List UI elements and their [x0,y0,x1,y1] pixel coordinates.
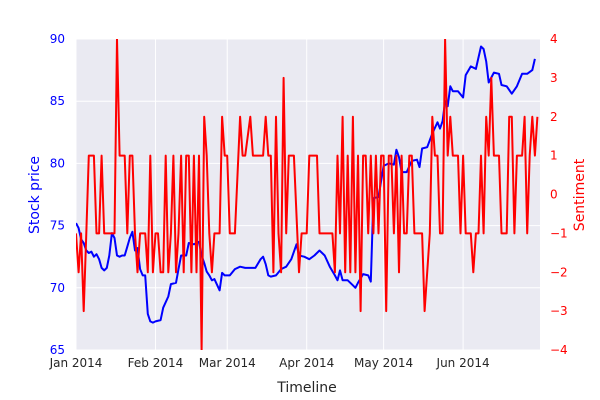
stock-price-line [76,45,536,324]
right-tick-label: −2 [550,265,568,279]
right-tick-label: 4 [550,32,558,46]
right-tick-label: −1 [550,226,568,240]
left-tick-label: 85 [50,94,65,108]
x-tick-label: Apr 2014 [279,356,334,370]
right-tick-label: 1 [550,149,558,163]
x-tick-label: Jan 2014 [49,356,103,370]
x-tick-label: Feb 2014 [128,356,184,370]
x-tick-label: Mar 2014 [199,356,256,370]
left-tick-label: 90 [50,32,65,46]
stock-price-series [76,45,536,324]
x-tick-label: May 2014 [354,356,413,370]
sentiment-series [76,39,539,350]
x-tick-labels: Jan 2014 Feb 2014 Mar 2014 Apr 2014 May 2014… [49,356,490,370]
left-tick-label: 70 [50,281,65,295]
right-tick-label: −3 [550,304,568,318]
left-tick-labels: 65 70 75 80 85 90 [50,32,65,357]
right-tick-label: 2 [550,110,558,124]
right-tick-labels: −4 −3 −2 −1 0 1 2 3 4 [550,32,568,357]
x-tick-label: Jun 2014 [436,356,490,370]
right-axis-title: Sentiment [572,158,588,231]
right-tick-label: 0 [550,188,558,202]
x-axis-title: Timeline [276,380,337,396]
right-tick-label: −4 [550,343,568,357]
left-tick-label: 75 [50,219,65,233]
right-tick-label: 3 [550,71,558,85]
x-gridlines [75,39,464,350]
left-axis-title: Stock price [27,156,43,234]
left-tick-label: 65 [50,343,65,357]
left-tick-label: 80 [50,156,65,170]
sentiment-line [76,39,539,350]
